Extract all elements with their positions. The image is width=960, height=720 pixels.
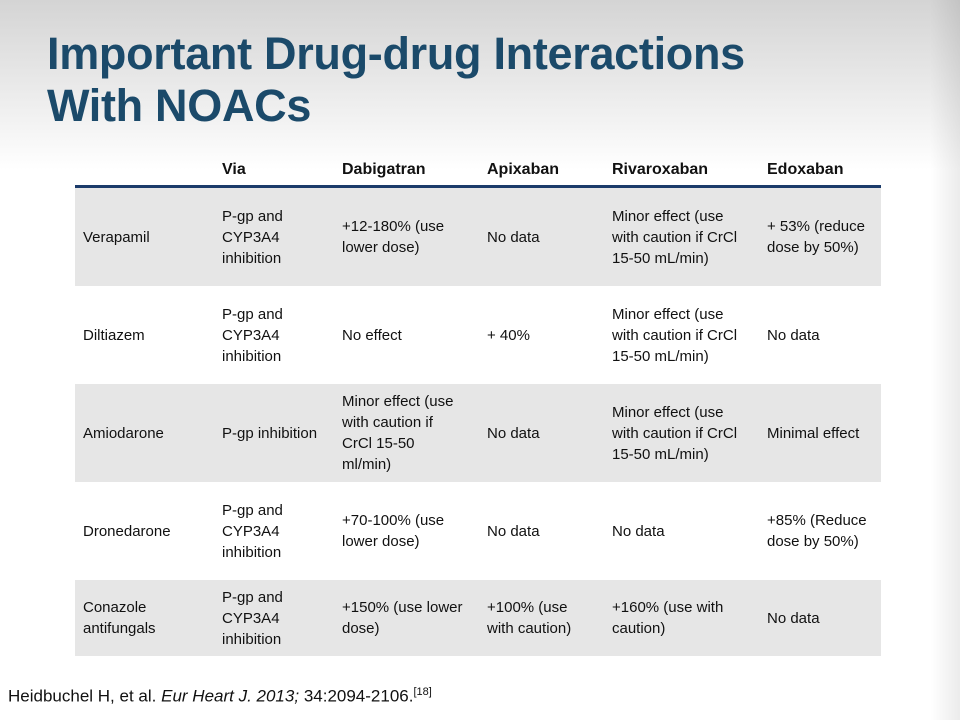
citation-pages: 34:2094-2106.	[303, 686, 414, 706]
table-cell: Minor effect (use with caution if CrCl 1…	[600, 384, 755, 482]
table-row: Dronedarone P-gp and CYP3A4 inhibition +70…	[75, 482, 881, 580]
table-cell: + 53% (reduce dose by 50%)	[755, 186, 881, 286]
table-cell: No effect	[330, 286, 475, 384]
table-cell: +100% (use with caution)	[475, 580, 600, 656]
citation-ref: [18]	[413, 686, 432, 698]
table-row: Verapamil P-gp and CYP3A4 inhibition +12-1…	[75, 186, 881, 286]
table-cell: +12-180% (use lower dose)	[330, 186, 475, 286]
table-cell: No data	[475, 384, 600, 482]
header-row: Via Dabigatran Apixaban Rivaroxaban Edoxaban	[75, 155, 881, 188]
table-cell: No data	[755, 286, 881, 384]
column-header: Rivaroxaban	[600, 155, 755, 188]
drug-cell: Amiodarone	[75, 384, 210, 482]
table-cell: No data	[600, 482, 755, 580]
table-cell: +150% (use lower dose)	[330, 580, 475, 656]
title-line: Important Drug-drug Interactions	[47, 28, 745, 79]
title: Important Drug-drug Interactions With NO…	[47, 28, 745, 132]
column-header: Edoxaban	[755, 155, 881, 188]
table-cell: Minor effect (use with caution if CrCl 1…	[330, 384, 475, 482]
title-line: With NOACs	[47, 80, 312, 131]
table-cell: No data	[475, 186, 600, 286]
column-header: Apixaban	[475, 155, 600, 188]
drug-cell: Conazole antifungals	[75, 580, 210, 656]
table-cell: +160% (use with caution)	[600, 580, 755, 656]
column-header: Via	[210, 155, 330, 188]
table-cell: P-gp and CYP3A4 inhibition	[210, 186, 330, 286]
table-row: Conazole antifungals P-gp and CYP3A4 inhi…	[75, 580, 881, 656]
drug-cell: Diltiazem	[75, 286, 210, 384]
table-cell: No data	[475, 482, 600, 580]
citation-journal: Eur Heart J. 2013;	[161, 686, 300, 706]
table-cell: No data	[755, 580, 881, 656]
table-cell: + 40%	[475, 286, 600, 384]
column-header: Dabigatran	[330, 155, 475, 188]
table-cell: Minor effect (use with caution if CrCl 1…	[600, 286, 755, 384]
table-row: Amiodarone P-gp inhibition Minor effect (u…	[75, 384, 881, 482]
table-cell: +85% (Reduce dose by 50%)	[755, 482, 881, 580]
interaction-table: Via Dabigatran Apixaban Rivaroxaban Edoxaban…	[75, 155, 881, 656]
table-row: Diltiazem P-gp and CYP3A4 inhibition No ef…	[75, 286, 881, 384]
edge-shadow	[930, 0, 960, 720]
table-cell: P-gp inhibition	[210, 384, 330, 482]
drug-cell: Dronedarone	[75, 482, 210, 580]
table-cell: Minor effect (use with caution if CrCl 1…	[600, 186, 755, 286]
citation: Heidbuchel H, et al. Eur Heart J. 2013; …	[8, 686, 432, 707]
table-cell: +70-100% (use lower dose)	[330, 482, 475, 580]
corner-cell	[75, 155, 210, 188]
table-cell: P-gp and CYP3A4 inhibition	[210, 482, 330, 580]
drug-cell: Verapamil	[75, 186, 210, 286]
citation-authors: Heidbuchel H, et al.	[8, 686, 157, 706]
table-cell: Minimal effect	[755, 384, 881, 482]
table-cell: P-gp and CYP3A4 inhibition	[210, 580, 330, 656]
table-cell: P-gp and CYP3A4 inhibition	[210, 286, 330, 384]
